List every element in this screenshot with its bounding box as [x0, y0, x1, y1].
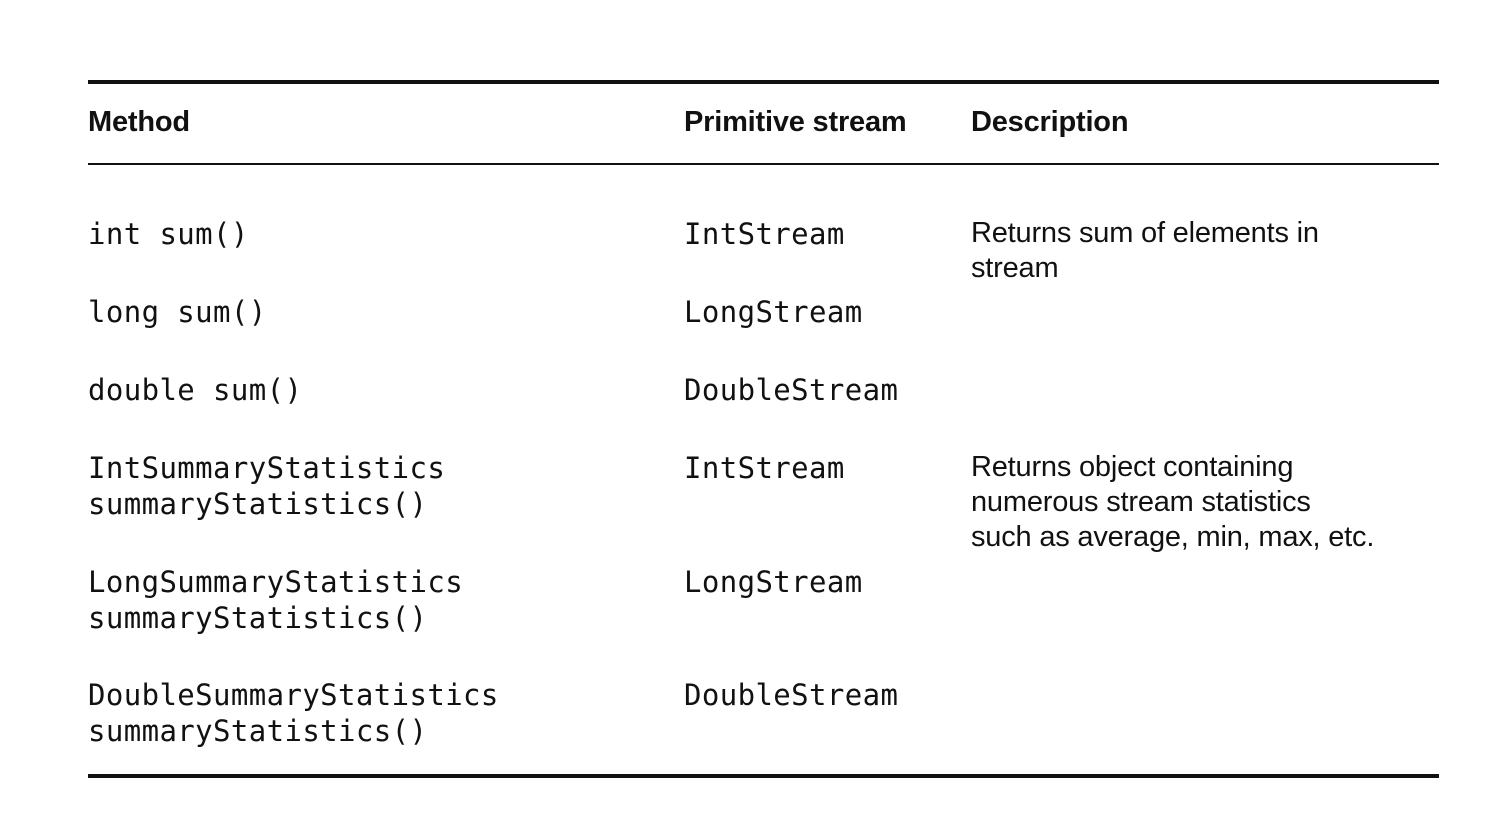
method-line: summaryStatistics(): [88, 487, 428, 521]
table-row-stream: LongStream: [684, 565, 863, 599]
description-line: stream: [971, 252, 1059, 284]
table-row-method: LongSummaryStatistics summaryStatistics(…: [88, 564, 463, 636]
table-row-stream: IntStream: [684, 217, 845, 251]
description-line: such as average, min, max, etc.: [971, 521, 1375, 553]
table-row-stream: DoubleStream: [684, 373, 899, 407]
description-line: numerous stream statistics: [971, 486, 1311, 518]
table-row-stream: LongStream: [684, 295, 863, 329]
header-description: Description: [971, 106, 1129, 138]
method-line: summaryStatistics(): [88, 601, 428, 635]
table-row-method: DoubleSummaryStatistics summaryStatistic…: [88, 677, 499, 749]
table-row-stream: DoubleStream: [684, 678, 899, 712]
method-line: long sum(): [88, 295, 267, 329]
description-sum: Returns sum of elements in stream: [971, 216, 1431, 286]
description-line: Returns object containing: [971, 451, 1294, 483]
description-line: Returns sum of elements in: [971, 217, 1319, 249]
methods-table: Method Primitive stream Description int …: [88, 80, 1439, 779]
method-line: int sum(): [88, 217, 249, 251]
table-header-rule: [88, 163, 1439, 165]
method-line: IntSummaryStatistics: [88, 451, 446, 485]
method-line: summaryStatistics(): [88, 714, 428, 748]
method-line: LongSummaryStatistics: [88, 565, 464, 599]
table-top-rule: [88, 80, 1439, 84]
table-row-method: int sum(): [88, 216, 249, 252]
method-line: DoubleSummaryStatistics: [88, 678, 499, 712]
header-primitive-stream: Primitive stream: [684, 106, 907, 138]
description-summary-statistics: Returns object containing numerous strea…: [971, 450, 1431, 555]
table-row-method: double sum(): [88, 372, 302, 408]
table-row-method: IntSummaryStatistics summaryStatistics(): [88, 450, 445, 522]
table-row-stream: IntStream: [684, 451, 845, 485]
table-row-method: long sum(): [88, 294, 267, 330]
header-method: Method: [88, 106, 190, 138]
method-line: double sum(): [88, 373, 303, 407]
table-bottom-rule: [88, 774, 1439, 778]
